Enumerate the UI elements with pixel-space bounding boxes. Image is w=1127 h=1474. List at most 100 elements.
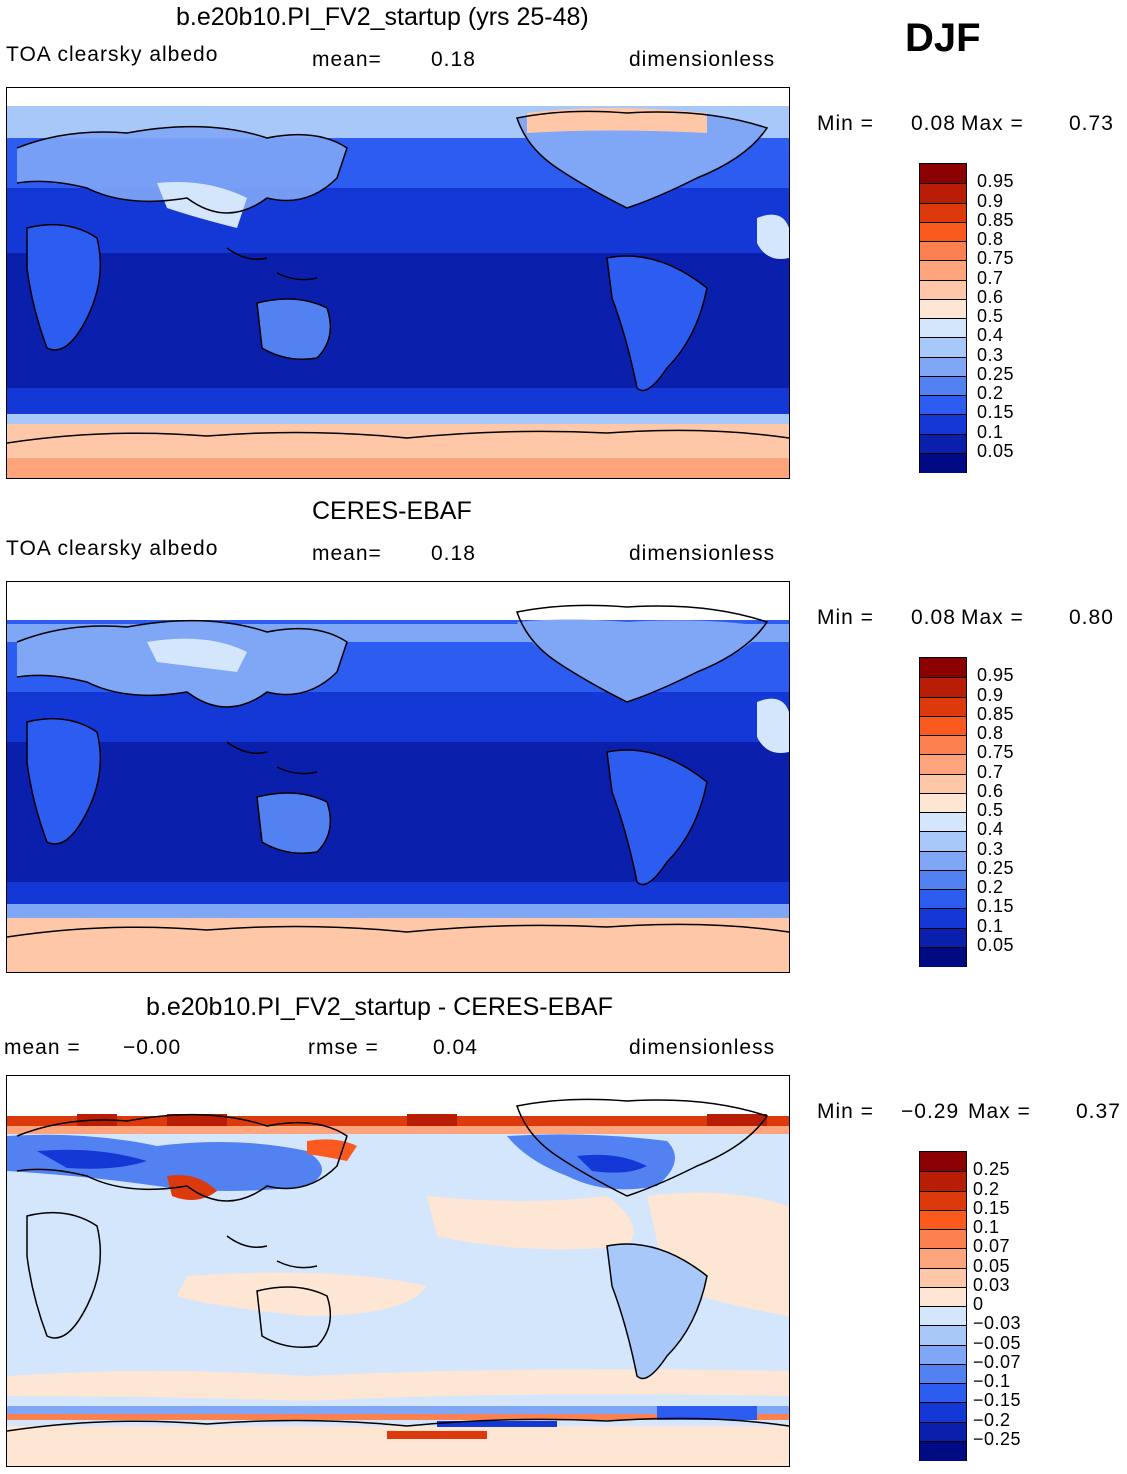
panel-title-obs: CERES-EBAF — [312, 497, 472, 525]
colorbar-level-label: 0.5 — [977, 800, 1004, 820]
colorbar-swatch — [920, 395, 966, 416]
min-label-obs: Min = — [817, 606, 874, 629]
colorbar-level-label: 0.1 — [977, 915, 1004, 936]
colorbar-level-label: 0.95 — [977, 171, 1015, 192]
max-value-diff: 0.37 — [1076, 1100, 1121, 1123]
colorbar-level-label: 0.15 — [977, 402, 1015, 423]
colorbar-model — [919, 163, 967, 473]
mean-label-diff: mean = — [4, 1036, 81, 1059]
rmse-value-diff: 0.04 — [433, 1036, 478, 1059]
colorbar-swatch — [920, 260, 966, 281]
colorbar-level-label: 0.15 — [973, 1197, 1011, 1218]
colorbar-swatch — [920, 908, 966, 929]
colorbar-level-label: 0.95 — [977, 665, 1015, 686]
field-label-model: TOA clearsky albedo — [6, 43, 219, 66]
colorbar-swatch — [920, 356, 966, 377]
colorbar-swatch — [920, 735, 966, 756]
panel-title-model: b.e20b10.PI_FV2_startup (yrs 25-48) — [176, 3, 589, 31]
colorbar-swatch — [920, 1402, 966, 1423]
colorbar-level-label: 0.2 — [977, 383, 1004, 403]
colorbar-level-label: 0.75 — [977, 248, 1015, 269]
panel-title-diff: b.e20b10.PI_FV2_startup - CERES-EBAF — [146, 993, 613, 1021]
colorbar-swatch — [920, 1306, 966, 1327]
colorbar-level-label: 0.85 — [977, 209, 1015, 230]
colorbar-swatch — [920, 831, 966, 852]
colorbar-swatch — [920, 1248, 966, 1269]
colorbar-swatch — [920, 414, 966, 435]
colorbar-swatch — [920, 183, 966, 204]
map-diff — [6, 1075, 790, 1467]
colorbar-swatch — [920, 1421, 966, 1442]
colorbar-level-label: −0.2 — [973, 1409, 1011, 1430]
colorbar-swatch — [920, 1344, 966, 1365]
min-value-diff: −0.29 — [901, 1100, 960, 1123]
colorbar-level-label: 0.3 — [977, 344, 1004, 365]
colorbar-level-label: 0.7 — [977, 761, 1004, 782]
colorbar-swatch — [920, 658, 966, 679]
colorbar-level-label: 0.9 — [977, 684, 1004, 705]
rmse-label-diff: rmse = — [308, 1036, 379, 1059]
colorbar-level-label: 0.3 — [977, 838, 1004, 859]
colorbar-level-label: 0.2 — [977, 877, 1004, 897]
colorbar-level-label: 0.07 — [973, 1236, 1011, 1257]
colorbar-swatch — [920, 754, 966, 775]
colorbar-swatch — [920, 1383, 966, 1404]
colorbar-swatch — [920, 298, 966, 319]
colorbar-swatch — [920, 1190, 966, 1211]
colorbar-level-label: 0.1 — [973, 1217, 1000, 1237]
colorbar-level-label: 0.15 — [977, 896, 1015, 917]
colorbar-swatch — [920, 1440, 966, 1461]
colorbar-level-label: 0.05 — [977, 934, 1015, 955]
colorbar-level-label: 0.4 — [977, 819, 1004, 840]
colorbar-level-label: 0.2 — [973, 1178, 1000, 1199]
colorbar-level-label: 0.7 — [977, 267, 1004, 288]
colorbar-obs — [919, 657, 967, 967]
colorbar-level-label: 0.05 — [977, 440, 1015, 461]
colorbar-level-label: 0.03 — [973, 1274, 1011, 1295]
colorbar-swatch — [920, 1267, 966, 1288]
colorbar-swatch — [920, 696, 966, 717]
mean-value-diff: −0.00 — [123, 1036, 182, 1059]
max-label-model: Max = — [961, 112, 1024, 135]
colorbar-swatch — [920, 1229, 966, 1250]
colorbar-swatch — [920, 1363, 966, 1384]
mean-value-model: 0.18 — [431, 48, 476, 71]
colorbar-level-label: −0.25 — [973, 1428, 1022, 1449]
colorbar-level-label: 0.9 — [977, 190, 1004, 211]
colorbar-level-label: −0.15 — [973, 1390, 1022, 1411]
map-obs — [6, 581, 790, 973]
colorbar-swatch — [920, 773, 966, 794]
map-model — [6, 87, 790, 479]
colorbar-swatch — [920, 869, 966, 890]
colorbar-swatch — [920, 946, 966, 967]
colorbar-level-label: 0.8 — [977, 229, 1004, 249]
colorbar-swatch — [920, 452, 966, 473]
min-label-diff: Min = — [817, 1100, 874, 1123]
units-obs: dimensionless — [629, 542, 776, 565]
colorbar-level-label: 0.25 — [977, 857, 1015, 878]
colorbar-level-label: 0.4 — [977, 325, 1004, 346]
colorbar-swatch — [920, 889, 966, 910]
colorbar-swatch — [920, 1286, 966, 1307]
colorbar-level-label: 0.1 — [977, 421, 1004, 442]
colorbar-level-label: 0 — [973, 1294, 984, 1314]
colorbar-level-label: 0.25 — [977, 363, 1015, 384]
colorbar-level-label: 0.6 — [977, 780, 1004, 801]
max-label-diff: Max = — [968, 1100, 1031, 1123]
colorbar-swatch — [920, 715, 966, 736]
units-model: dimensionless — [629, 48, 776, 71]
min-value-model: 0.08 — [911, 112, 956, 135]
colorbar-swatch — [920, 850, 966, 871]
colorbar-level-label: −0.07 — [973, 1351, 1022, 1372]
colorbar-swatch — [920, 202, 966, 223]
colorbar-swatch — [920, 279, 966, 300]
colorbar-swatch — [920, 812, 966, 833]
colorbar-diff — [919, 1151, 967, 1461]
colorbar-level-label: 0.5 — [977, 306, 1004, 326]
colorbar-swatch — [920, 337, 966, 358]
mean-value-obs: 0.18 — [431, 542, 476, 565]
colorbar-swatch — [920, 1209, 966, 1230]
colorbar-level-label: 0.75 — [977, 742, 1015, 763]
min-value-obs: 0.08 — [911, 606, 956, 629]
colorbar-level-label: −0.03 — [973, 1313, 1022, 1334]
